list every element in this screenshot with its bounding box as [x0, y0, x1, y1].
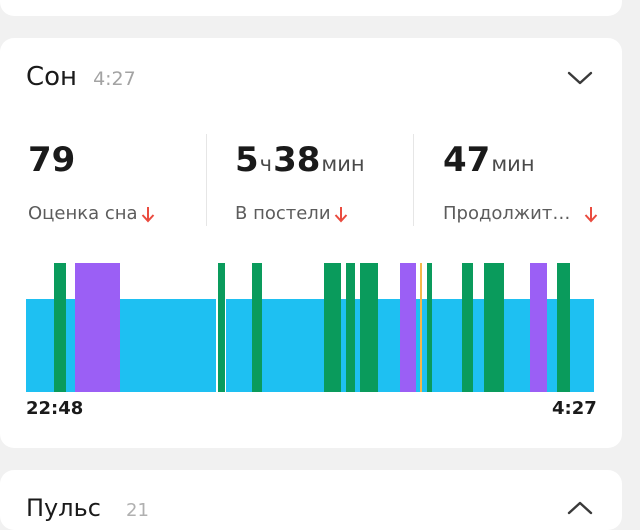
deep-sleep-segment — [54, 263, 66, 392]
awake-segment — [420, 263, 422, 392]
duration-unit: мин — [491, 152, 535, 176]
deep-sleep-segment — [218, 263, 225, 392]
arrow-down-icon — [334, 206, 347, 222]
arrow-down-icon — [585, 206, 598, 222]
stat-divider — [206, 134, 207, 226]
pulse-time: 21 — [126, 500, 149, 521]
chevron-up-icon[interactable] — [566, 498, 594, 518]
deep-sleep-segment — [484, 263, 504, 392]
rem-sleep-segment — [530, 263, 547, 392]
deep-sleep-segment — [462, 263, 473, 392]
in-bed-stat: 5 ч 38 мин В постели — [235, 140, 366, 224]
in-bed-minutes: 38 — [273, 140, 321, 180]
duration-label: Продолжит… — [443, 203, 571, 224]
sleep-title: Сон — [26, 62, 78, 92]
deep-sleep-segment — [427, 263, 432, 392]
chart-end-time: 4:27 — [552, 398, 597, 419]
deep-sleep-segment — [557, 263, 570, 392]
in-bed-hours-unit: ч — [259, 152, 273, 176]
pulse-title: Пульс — [26, 494, 101, 522]
sleep-score-stat: 79 Оценка сна — [28, 140, 154, 224]
sleep-time: 4:27 — [93, 68, 136, 90]
in-bed-label: В постели — [235, 203, 331, 224]
deep-sleep-segment — [346, 263, 355, 392]
duration-value: 47 — [443, 140, 491, 180]
deep-sleep-segment — [252, 263, 262, 392]
sleep-score-value: 79 — [28, 140, 76, 180]
previous-card — [0, 0, 622, 16]
rem-sleep-segment — [400, 263, 416, 392]
arrow-down-icon — [141, 206, 154, 222]
duration-stat: 47 мин Продолжит… — [443, 140, 598, 224]
rem-sleep-segment — [75, 263, 120, 392]
in-bed-hours: 5 — [235, 140, 259, 180]
chevron-down-icon[interactable] — [566, 68, 594, 88]
stat-divider — [413, 134, 414, 226]
sleep-stages-chart[interactable] — [26, 262, 594, 392]
sleep-score-label: Оценка сна — [28, 203, 138, 224]
deep-sleep-segment — [360, 263, 378, 392]
sleep-header: Сон 4:27 — [26, 62, 136, 92]
chart-start-time: 22:48 — [26, 398, 84, 419]
deep-sleep-segment — [324, 263, 341, 392]
in-bed-minutes-unit: мин — [321, 152, 365, 176]
